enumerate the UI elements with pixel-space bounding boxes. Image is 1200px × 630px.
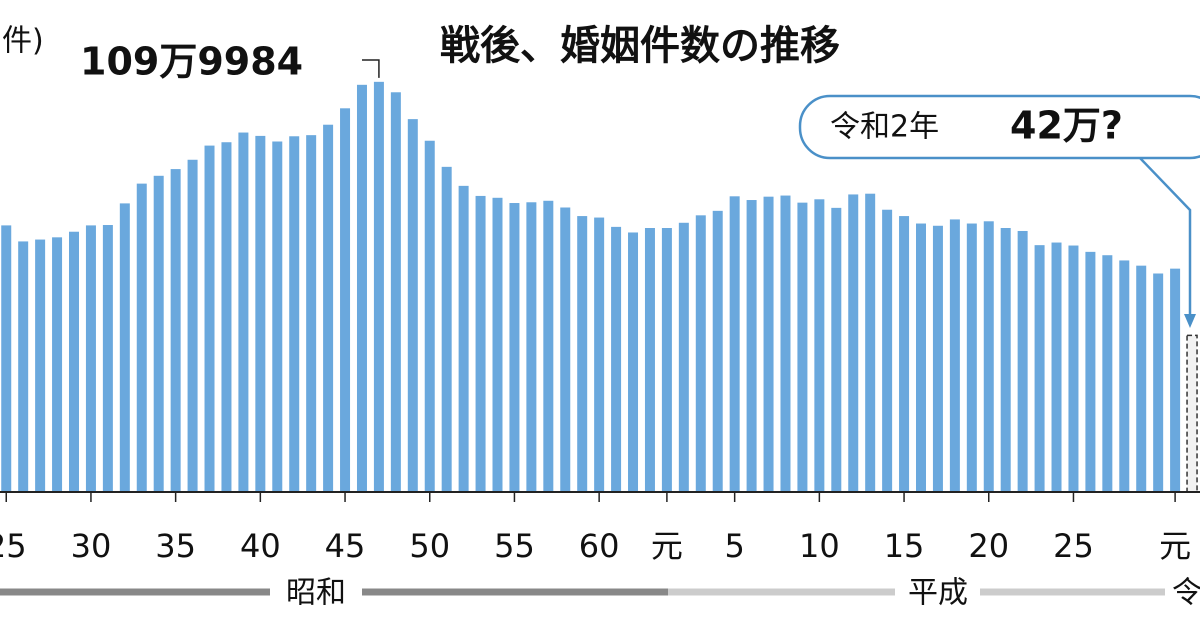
bar bbox=[1085, 251, 1096, 492]
bar bbox=[560, 207, 571, 493]
x-tick-label: 60 bbox=[579, 527, 620, 565]
bar bbox=[255, 135, 266, 492]
peak-bracket bbox=[362, 59, 380, 78]
bar bbox=[797, 202, 808, 492]
callout-arrow bbox=[1184, 314, 1196, 328]
bar bbox=[289, 136, 300, 492]
bar bbox=[1, 225, 12, 492]
bar bbox=[983, 221, 994, 492]
bar bbox=[949, 219, 960, 493]
bar bbox=[678, 222, 689, 492]
x-tick-label: 元 bbox=[651, 527, 683, 565]
bar bbox=[509, 203, 520, 492]
bar bbox=[865, 193, 876, 492]
x-tick-label: 55 bbox=[494, 527, 535, 565]
bar bbox=[831, 207, 842, 492]
bar bbox=[543, 200, 554, 492]
bar bbox=[69, 231, 79, 492]
bar bbox=[102, 225, 113, 492]
bar bbox=[356, 84, 367, 492]
bar bbox=[882, 209, 893, 492]
x-tick-label: 30 bbox=[71, 527, 112, 565]
bar bbox=[695, 215, 706, 493]
x-tick-label: 10 bbox=[799, 527, 840, 565]
bar bbox=[492, 197, 503, 492]
bar bbox=[373, 81, 384, 492]
unit-label: 件) bbox=[2, 24, 44, 59]
bar bbox=[746, 200, 757, 492]
bar bbox=[85, 225, 96, 492]
x-tick-label: 25 bbox=[0, 527, 27, 565]
callout-box bbox=[798, 94, 1200, 160]
bar bbox=[1017, 230, 1028, 493]
bar bbox=[932, 225, 943, 493]
bar bbox=[780, 195, 791, 492]
bar bbox=[611, 226, 622, 493]
bar bbox=[916, 223, 926, 492]
bar bbox=[1051, 242, 1062, 492]
bar bbox=[340, 108, 351, 492]
bar bbox=[577, 216, 588, 492]
bar bbox=[119, 203, 130, 492]
bar bbox=[323, 124, 334, 493]
bar bbox=[1068, 245, 1079, 492]
x-tick-label: 45 bbox=[325, 527, 366, 565]
peak-label: 109万9984 bbox=[80, 40, 303, 84]
bar bbox=[1034, 245, 1045, 492]
bar bbox=[1119, 260, 1130, 492]
bar bbox=[441, 166, 452, 492]
bar bbox=[763, 196, 774, 492]
x-tick-label: 5 bbox=[724, 527, 744, 565]
bar bbox=[407, 119, 418, 492]
bar bbox=[594, 217, 605, 492]
bar bbox=[170, 169, 181, 492]
bar bbox=[390, 92, 401, 493]
bar bbox=[814, 199, 825, 492]
bar bbox=[1186, 334, 1198, 493]
x-tick-label: 20 bbox=[968, 527, 1009, 565]
era-label: 令 bbox=[1172, 576, 1200, 611]
x-tick-label: 40 bbox=[240, 527, 281, 565]
bar bbox=[628, 232, 639, 492]
bar bbox=[306, 135, 317, 493]
bar bbox=[272, 141, 283, 493]
bar bbox=[475, 195, 486, 493]
bar bbox=[1153, 273, 1164, 492]
callout-value: 42万? bbox=[1010, 104, 1123, 148]
x-tick-label: 15 bbox=[884, 527, 925, 565]
bar bbox=[52, 237, 63, 492]
bar bbox=[966, 223, 977, 492]
bar bbox=[458, 185, 469, 492]
bar bbox=[712, 210, 723, 492]
bar bbox=[848, 194, 859, 492]
bar bbox=[526, 202, 537, 492]
x-tick-label: 50 bbox=[409, 527, 450, 565]
era-label: 昭和 bbox=[286, 576, 346, 611]
bar bbox=[35, 239, 46, 492]
bar bbox=[136, 183, 147, 492]
bar bbox=[661, 228, 672, 492]
bar bbox=[644, 228, 655, 492]
era-label: 平成 bbox=[908, 576, 968, 611]
callout-year: 令和2年 bbox=[830, 110, 939, 145]
bar bbox=[1102, 255, 1113, 492]
x-tick-label: 25 bbox=[1053, 527, 1094, 565]
bar bbox=[424, 140, 435, 492]
bar bbox=[729, 196, 740, 492]
bar bbox=[221, 142, 232, 492]
bar bbox=[238, 132, 249, 493]
bar bbox=[1000, 228, 1011, 492]
x-tick-label: 元 bbox=[1159, 527, 1191, 565]
bar bbox=[153, 175, 164, 492]
bar bbox=[204, 145, 215, 493]
chart-title: 戦後、婚姻件数の推移 bbox=[440, 23, 840, 69]
bar bbox=[1136, 265, 1147, 492]
x-tick-label: 35 bbox=[155, 527, 196, 565]
bar bbox=[899, 216, 910, 492]
bar bbox=[1170, 268, 1181, 492]
callout-pointer bbox=[1139, 157, 1192, 318]
bar bbox=[187, 159, 198, 493]
bar bbox=[18, 241, 29, 492]
